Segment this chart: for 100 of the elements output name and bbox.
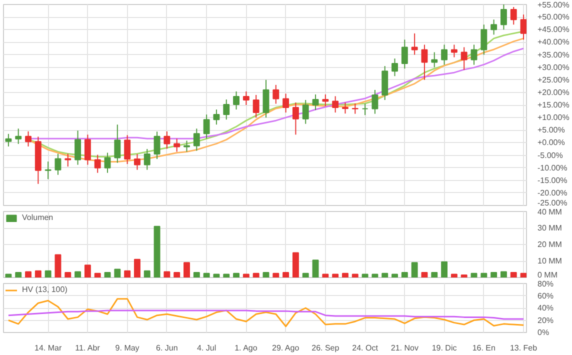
candlestick (490, 19, 498, 36)
candlestick (184, 140, 190, 152)
bar (302, 272, 309, 278)
candlestick (193, 128, 200, 152)
candlestick (362, 103, 368, 116)
candlestick (520, 14, 526, 40)
y-tick-label: -25.00% (538, 198, 568, 208)
x-tick-label: 21. Nov (390, 344, 418, 352)
bar (520, 272, 526, 278)
y-tick-label: 0 MM (538, 270, 558, 280)
candlestick (332, 96, 339, 114)
x-tick-label: 1. Ago (234, 344, 258, 352)
bar (312, 260, 319, 278)
bar (174, 272, 180, 278)
y-tick-label: 40% (538, 304, 554, 312)
candlestick (25, 130, 32, 147)
candlestick (441, 44, 448, 66)
line-series (8, 310, 524, 320)
candlestick (203, 114, 210, 140)
candlestick (510, 6, 517, 26)
bar (362, 274, 368, 278)
legend-label: Volumen (22, 213, 54, 222)
candlestick (84, 134, 91, 166)
candlestick (15, 128, 22, 144)
bar (223, 274, 230, 278)
candlestick (342, 102, 348, 114)
y-tick-label: 80% (538, 280, 554, 288)
bar (114, 268, 121, 278)
y-tick-label: 0% (538, 328, 550, 337)
candlestick (480, 24, 488, 56)
candlestick (233, 90, 240, 110)
candlestick (252, 94, 260, 118)
candlestick (411, 32, 418, 56)
candlestick (124, 134, 131, 165)
x-tick-label: 16. En (472, 344, 496, 352)
bar (84, 264, 91, 278)
x-tick-label: 11. Abr (75, 344, 100, 352)
y-tick-label: 10 MM (538, 256, 562, 266)
candlestick (104, 152, 111, 174)
x-tick-label: 29. Ago (272, 344, 300, 352)
y-tick-label: +40.00% (538, 38, 570, 47)
candlestick (292, 102, 299, 136)
y-tick-label: +45.00% (538, 25, 570, 34)
y-tick-label: +0.00% (538, 138, 565, 148)
y-tick-label: -15.00% (538, 176, 568, 185)
bar (34, 270, 42, 278)
bar (500, 271, 507, 278)
bar (382, 272, 388, 278)
bar (154, 226, 160, 278)
bar (510, 272, 517, 278)
candlestick (401, 39, 408, 70)
candlestick (450, 44, 458, 58)
candlestick (282, 93, 290, 114)
bar (322, 274, 329, 278)
candlestick (164, 130, 170, 150)
y-tick-label: +15.00% (538, 100, 570, 110)
bar (25, 271, 32, 278)
y-tick-label: -10.00% (538, 163, 568, 172)
candlestick (44, 161, 52, 180)
candlestick (154, 131, 160, 160)
bar (193, 272, 200, 278)
bar (332, 274, 339, 278)
x-tick-label: 4. Jul (197, 344, 216, 352)
y-tick-label: +5.00% (538, 126, 565, 135)
x-tick-label: 13. Feb (510, 344, 538, 352)
candlestick (144, 148, 150, 170)
bar (421, 272, 428, 278)
bar (5, 274, 12, 278)
candlestick (382, 66, 388, 100)
bar (54, 254, 62, 278)
y-tick-label: 40 MM (538, 208, 562, 216)
y-tick-label: 30 MM (538, 224, 562, 232)
line-series (8, 298, 524, 328)
candlestick (54, 153, 62, 176)
candlestick (302, 99, 309, 124)
bar (64, 272, 72, 278)
y-tick-label: -20.00% (538, 188, 568, 198)
y-tick-label: +20.00% (538, 88, 570, 97)
candlestick (262, 79, 270, 118)
bar (480, 272, 488, 278)
candlestick (431, 52, 438, 68)
candlestick (174, 138, 180, 152)
y-tick-label: +25.00% (538, 75, 570, 84)
bar (460, 274, 468, 278)
bar (15, 272, 22, 278)
candlestick (134, 153, 140, 170)
bar (401, 272, 408, 278)
candlestick (74, 130, 82, 166)
bar (470, 272, 478, 278)
candlestick (352, 102, 358, 114)
x-tick-label: 6. Jun (156, 344, 178, 352)
y-tick-label: +10.00% (538, 113, 570, 122)
bar (441, 261, 448, 278)
candlestick (272, 84, 280, 104)
bar (233, 272, 240, 278)
bar (392, 274, 398, 278)
y-tick-label: 20% (538, 316, 554, 325)
bar (213, 274, 220, 278)
bar (252, 272, 260, 278)
bar (74, 271, 82, 278)
